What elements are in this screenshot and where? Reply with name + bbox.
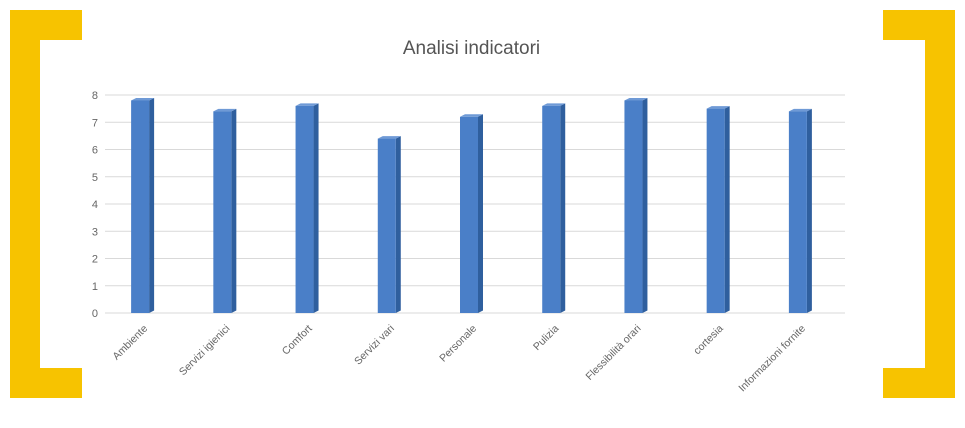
bar-top [542, 103, 566, 106]
y-tick-label: 1 [92, 281, 98, 293]
bar-top [295, 103, 319, 106]
bar-top [460, 114, 483, 117]
bar-top [788, 108, 812, 112]
y-tick-label: 2 [92, 254, 98, 266]
y-tick-label: 5 [92, 172, 98, 184]
x-category-label: Comfort [280, 323, 315, 358]
bar-side [478, 114, 483, 313]
bar-side [313, 103, 319, 314]
bar [460, 116, 478, 313]
bar [706, 108, 725, 313]
bar-side [642, 97, 648, 313]
x-category-label: Flessibilità orari [584, 323, 644, 383]
bar-top [131, 97, 155, 101]
right-bracket-decoration [883, 10, 955, 398]
x-category-label: Pulizia [531, 323, 561, 353]
y-tick-label: 0 [92, 308, 98, 320]
y-tick-label: 7 [92, 117, 98, 129]
bar-top [624, 97, 648, 101]
bar-side [231, 108, 237, 313]
chart-title: Analisi indicatori [402, 38, 541, 59]
x-category-label: cortesia [691, 323, 726, 358]
bar [377, 138, 396, 313]
bar-side [806, 108, 812, 313]
bar-side [724, 106, 730, 313]
y-tick-label: 8 [92, 90, 98, 102]
bar-top [706, 106, 730, 109]
bar-top [377, 136, 401, 139]
bar-top [213, 108, 237, 112]
y-tick-label: 6 [92, 145, 98, 157]
y-tick-label: 4 [92, 199, 98, 211]
bar [213, 111, 232, 313]
y-tick-label: 3 [92, 226, 98, 238]
bar-side [560, 103, 566, 314]
x-category-label: Informazioni fornite [736, 323, 808, 395]
x-category-label: Personale [437, 323, 479, 365]
x-category-label: Ambiente [110, 323, 150, 363]
left-bracket-decoration [10, 10, 82, 398]
bar-side [395, 136, 401, 313]
bar [542, 105, 561, 314]
bar [131, 100, 150, 313]
bar [295, 105, 314, 314]
bar [624, 100, 643, 313]
bar-side [149, 97, 155, 313]
bar [788, 111, 807, 313]
x-category-label: Servizi igienici [177, 323, 233, 379]
x-category-label: Servizi vari [352, 323, 397, 368]
